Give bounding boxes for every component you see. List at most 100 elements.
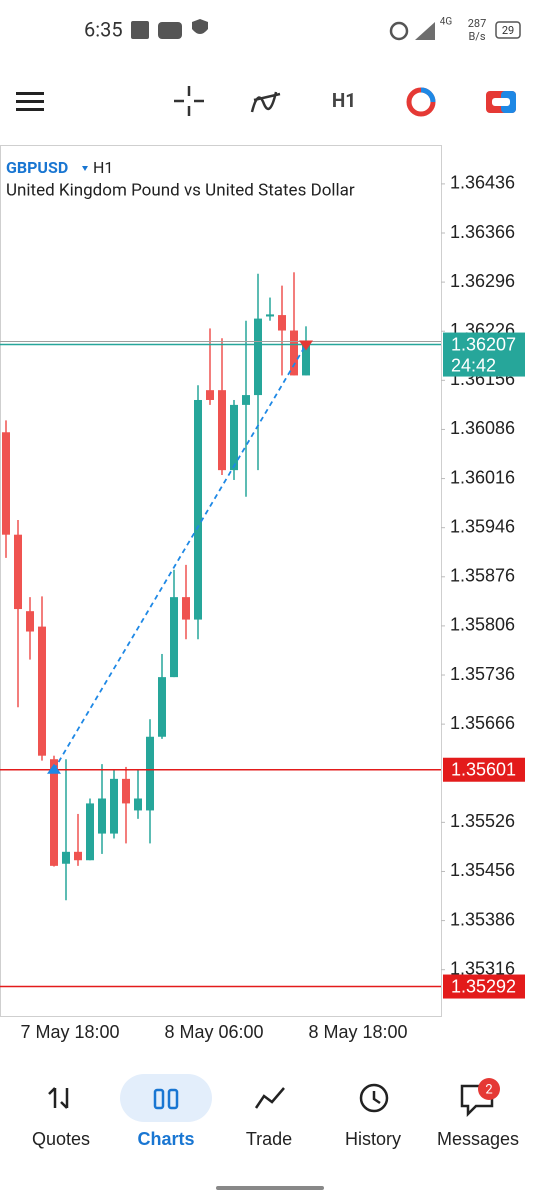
level-label: 1.35601 [451,759,516,779]
trade-line [53,344,307,771]
candle-body [230,404,238,471]
sell-arrow [299,340,313,351]
chart-subtitle: United Kingdom Pound vs United States Do… [6,180,355,200]
home-indicator [216,1186,324,1190]
battery-level: 29 [502,24,514,37]
y-tick-label: 1.35526 [450,811,515,831]
nav-icon [48,1087,69,1109]
y-tick-label: 1.35456 [450,860,515,880]
menu-bar [16,100,44,103]
candle-body [218,390,226,471]
y-tick-label: 1.36086 [450,418,515,438]
chart-timeframe: H1 [93,158,113,177]
candle-body [146,736,154,811]
level-label: 1.35292 [451,976,516,996]
one-click-button[interactable] [486,91,516,113]
candle-body [206,390,214,400]
y-tick-label: 1.35946 [450,516,515,536]
candle-body [26,611,34,632]
status-icon [192,19,208,34]
nav-icon [153,1088,165,1110]
battery-icon [495,21,521,39]
menu-bar [16,92,44,95]
price-axis: 1.364361.363661.362961.362261.361561.360… [441,173,525,999]
y-tick-label: 1.35876 [450,566,515,586]
crosshair-button[interactable] [174,86,204,116]
net-speed-unit: B/s [468,30,485,43]
badge-count: 2 [485,1082,492,1097]
y-tick-label: 1.36436 [450,173,515,193]
level-label-box [443,757,525,782]
candle-body [290,330,298,376]
candle-body [38,626,46,756]
y-tick-label: 1.36366 [450,222,515,242]
candle-body [122,778,130,804]
nav-active-pill [120,1074,212,1122]
x-tick-label: 7 May 18:00 [20,1022,119,1042]
candle-body [74,851,82,861]
nav-quotes[interactable]: Quotes [32,1087,90,1149]
buy-arrow [47,763,61,774]
nav-label: Quotes [32,1129,90,1149]
alarm-icon [389,21,409,41]
nav-label: History [345,1129,401,1149]
timeframe-button[interactable]: H1 [332,89,356,112]
candle-body [86,803,94,861]
candle-body [98,798,106,834]
candle-body [134,798,142,811]
icon-shape [492,98,510,106]
bid-label: 1.36207 [451,334,516,354]
net-speed: 287 [468,17,487,30]
chart-frame [0,145,442,1017]
nav-messages[interactable]: 2 Messages [437,1078,519,1149]
time-axis: 7 May 18:00 8 May 06:00 8 May 18:00 [20,1022,407,1042]
nav-trade[interactable]: Trade [246,1087,292,1149]
y-tick-label: 1.35806 [450,615,515,635]
nav-icon [254,1087,285,1109]
candle-body [170,597,178,678]
nav-history[interactable]: History [345,1083,401,1149]
symbol[interactable]: GBPUSD [6,158,68,177]
candle-body [158,677,166,737]
candle-body [242,395,250,405]
status-icon [131,21,149,39]
candle-body [62,851,70,864]
y-tick-label: 1.35316 [450,958,515,978]
nav-label: Charts [137,1129,194,1149]
nav-icon [372,1091,381,1105]
candle-body [194,399,202,620]
candle-body [278,315,286,331]
nav-label: Trade [246,1129,292,1149]
y-tick-label: 1.35736 [450,664,515,684]
y-tick-label: 1.36016 [450,467,515,487]
icon-stroke [420,87,436,103]
candle-body [182,597,190,620]
nav-icon [359,1083,389,1113]
y-tick-label: 1.35386 [450,909,515,929]
bar-countdown: 24:42 [451,355,496,375]
menu-bar [16,108,44,111]
level-label-box [443,974,525,999]
candle-body [254,318,262,396]
trade-button[interactable] [406,87,436,117]
plot-area [0,272,441,988]
menu-button[interactable] [16,92,44,111]
status-time: 6:35 [84,17,123,41]
symbol-dropdown[interactable] [82,166,88,171]
signal-icon [415,22,435,40]
nav-charts[interactable]: Charts [120,1074,212,1149]
badge [478,1078,500,1100]
y-tick-label: 1.36296 [450,271,515,291]
y-tick-label: 1.35666 [450,713,515,733]
candle-body [14,534,22,610]
candle-body [266,314,274,317]
x-tick-label: 8 May 06:00 [164,1022,263,1042]
nav-label: Messages [437,1129,519,1149]
candle-body [50,759,58,866]
indicators-button[interactable] [250,91,281,113]
candle-body [302,344,310,376]
bid-label-box [443,332,525,377]
nav-icon [167,1088,179,1110]
network-type: 4G [440,17,453,28]
candle-body [110,778,118,834]
